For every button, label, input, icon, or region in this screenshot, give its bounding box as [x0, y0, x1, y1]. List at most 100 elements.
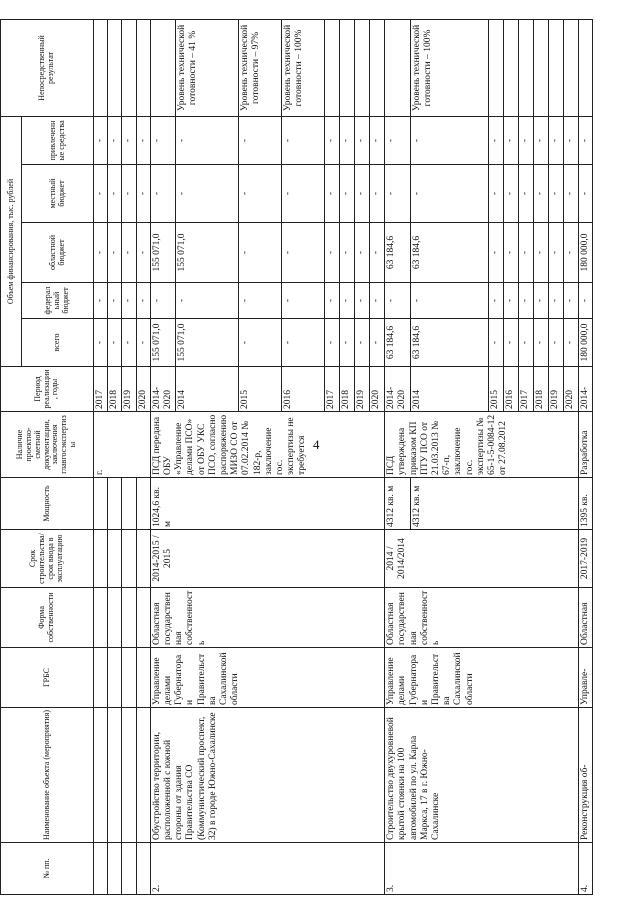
dash-cell: - — [107, 222, 122, 283]
dash-cell: - — [339, 164, 355, 223]
dash-cell: - — [563, 318, 579, 367]
dash-cell: - — [563, 164, 579, 223]
term-cell: 2014 / 2014/2014 — [384, 529, 579, 588]
dash-cell: - — [324, 282, 340, 319]
dash-cell: - — [121, 164, 137, 223]
header-capacity: Мощность — [0, 477, 94, 530]
dash-cell: - — [107, 116, 122, 165]
dash-cell: - — [136, 164, 151, 223]
capacity-cell: 4312 кв. м — [384, 477, 411, 530]
dash-cell: - — [136, 116, 151, 165]
dash-cell: - — [369, 222, 385, 283]
cell — [121, 647, 137, 708]
cell — [136, 587, 151, 648]
regional-cell: 155 071,0 — [150, 222, 176, 283]
dash-cell: - — [578, 282, 593, 319]
dash-cell: - — [175, 164, 239, 223]
cell — [93, 477, 108, 530]
cell — [121, 587, 137, 648]
period-cell: 2017 — [518, 366, 534, 412]
cell — [136, 647, 151, 708]
dash-cell: - — [533, 164, 549, 223]
row-number: 2. — [150, 842, 385, 895]
period-cell: 2014-2020 — [384, 366, 411, 412]
result-cell: Уровень технической готовности – 100% — [281, 19, 325, 117]
dash-cell: - — [518, 282, 534, 319]
total-cell: 180 000,0 — [578, 318, 593, 367]
period-cell: 2016 — [503, 366, 519, 412]
period-cell: 2014 — [410, 366, 489, 412]
period-cell: 2020 — [563, 366, 579, 412]
result-cell — [533, 19, 549, 117]
header-local: местный бюджет — [21, 164, 94, 223]
total-cell: 63 184,6 — [384, 318, 411, 367]
period-cell: 2018 — [107, 366, 122, 412]
period-cell: 2014-2020 — [150, 366, 176, 412]
dash-cell: - — [281, 282, 325, 319]
header-federal: федеральный бюджет — [21, 282, 94, 319]
dash-cell: - — [339, 282, 355, 319]
dash-cell: - — [384, 116, 411, 165]
header-psd: Наличие проектно-сметной документации, з… — [0, 411, 94, 478]
total-cell: 155 071,0 — [175, 318, 239, 367]
dash-cell: - — [488, 116, 504, 165]
cell — [107, 842, 122, 895]
object-name: Реконструкция об- — [578, 707, 593, 843]
result-cell: Уровень технической готовности – 41 % — [175, 19, 239, 117]
dash-cell: - — [281, 222, 325, 283]
result-cell — [548, 19, 564, 117]
dash-cell: - — [488, 222, 504, 283]
dash-cell: - — [150, 282, 176, 319]
result-cell — [354, 19, 370, 117]
dash-cell: - — [175, 116, 239, 165]
psd-cell: г. — [93, 411, 151, 478]
dash-cell: - — [281, 164, 325, 223]
header-result: Непосредственный результат — [0, 19, 94, 117]
result-cell — [150, 19, 176, 117]
dash-cell: - — [410, 116, 489, 165]
dash-cell: - — [518, 222, 534, 283]
dash-cell: - — [354, 282, 370, 319]
capacity-cell: 4312 кв. м — [410, 477, 579, 530]
dash-cell: - — [578, 116, 593, 165]
regional-cell: 63 184,6 — [384, 222, 411, 283]
dash-cell: - — [533, 222, 549, 283]
result-cell — [563, 19, 579, 117]
dash-cell: - — [93, 222, 108, 283]
cell — [93, 19, 108, 117]
dash-cell: - — [410, 164, 489, 223]
dash-cell: - — [518, 164, 534, 223]
dash-cell: - — [354, 116, 370, 165]
dash-cell: - — [238, 282, 282, 319]
dash-cell: - — [121, 318, 137, 367]
dash-cell: - — [150, 116, 176, 165]
cell — [121, 477, 137, 530]
period-cell: 2020 — [136, 366, 151, 412]
rotated-page: № пп. Наименование объекта (мероприятия)… — [0, 19, 593, 895]
regional-cell: 155 071,0 — [175, 222, 239, 283]
capacity-cell: 1024,6 кв. м — [150, 477, 385, 530]
psd-cell: ПСД утверждена приказом КП ПТУ ПСО от 21… — [384, 411, 579, 478]
dash-cell: - — [533, 282, 549, 319]
dash-cell: - — [324, 116, 340, 165]
dash-cell: - — [238, 222, 282, 283]
dash-cell: - — [136, 318, 151, 367]
dash-cell: - — [107, 282, 122, 319]
capacity-cell: 1395 кв. — [578, 477, 593, 530]
dash-cell: - — [384, 164, 411, 223]
dash-cell: - — [563, 222, 579, 283]
grbs-cell: Управление делами Губернатора и Правител… — [150, 647, 385, 708]
period-cell: 2018 — [339, 366, 355, 412]
dash-cell: - — [136, 222, 151, 283]
cell — [93, 647, 108, 708]
dash-cell: - — [281, 318, 325, 367]
dash-cell: - — [410, 282, 489, 319]
dash-cell: - — [503, 318, 519, 367]
row-number: 3. — [384, 842, 579, 895]
dash-cell: - — [121, 282, 137, 319]
dash-cell: - — [518, 318, 534, 367]
cell — [136, 477, 151, 530]
period-cell: 2018 — [533, 366, 549, 412]
period-cell: 2014- — [578, 366, 593, 412]
dash-cell: - — [369, 116, 385, 165]
